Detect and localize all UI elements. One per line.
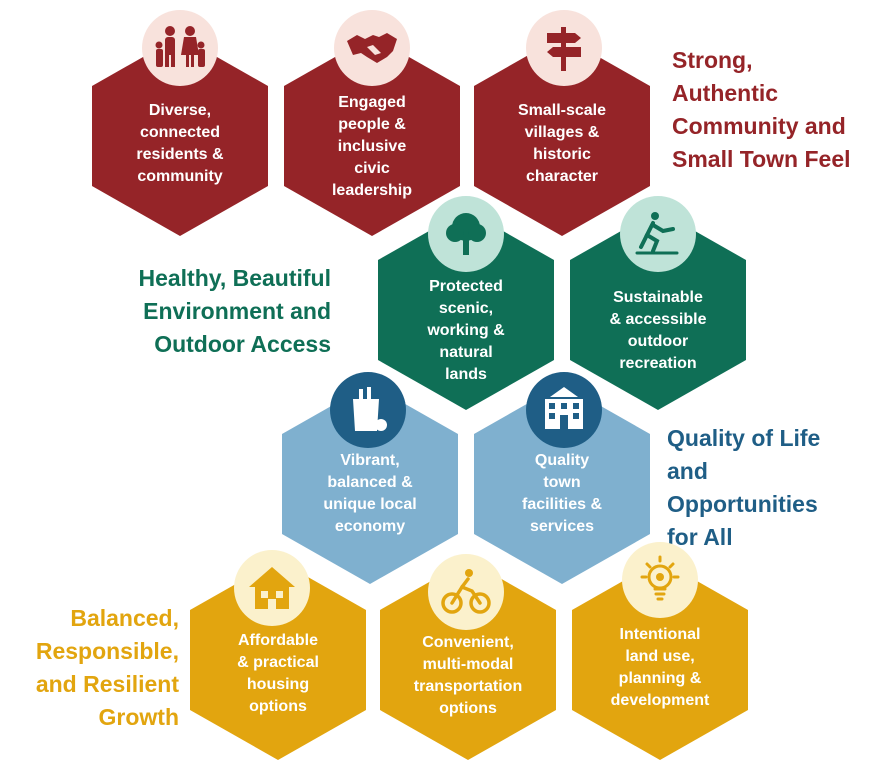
hex-economy-label: Vibrant, balanced & unique local economy	[323, 452, 417, 535]
hex-villages-label: Small-scale villages & historic characte…	[517, 102, 607, 185]
theme-community-label: Strong, Authentic Community and Small To…	[672, 47, 851, 172]
cyclist-icon	[428, 554, 504, 630]
theme-quality-label: Quality of Life and Opportunities for Al…	[667, 425, 821, 550]
tree-icon	[428, 196, 504, 272]
theme-growth-label: Balanced, Responsible, and Resilient Gro…	[35, 605, 179, 730]
house-icon	[234, 550, 310, 626]
theme-environment-label: Healthy, Beautiful Environment and Outdo…	[138, 265, 331, 357]
hex-landuse-label: Intentional land use, planning & develop…	[610, 626, 710, 709]
lightbulb-icon	[622, 542, 698, 618]
grocery-bag-icon	[330, 372, 406, 448]
signpost-icon	[526, 10, 602, 86]
hex-transportation-label: Convenient, multi-modal transportation o…	[413, 634, 523, 717]
family-icon	[142, 10, 218, 86]
handshake-icon	[334, 10, 410, 86]
hex-lands-label: Protected scenic, working & natural land…	[427, 278, 505, 383]
hex-recreation-label: Sustainable & accessible outdoor recreat…	[609, 289, 707, 372]
hex-engaged-label: Engaged people & inclusive civic leaders…	[331, 94, 413, 199]
skier-icon	[620, 196, 696, 272]
building-icon	[526, 372, 602, 448]
hex-housing-label: Affordable & practical housing options	[237, 632, 319, 715]
hex-diverse-label: Diverse, connected residents & community	[136, 102, 224, 185]
hex-facilities-label: Quality town facilities & services	[521, 452, 603, 535]
